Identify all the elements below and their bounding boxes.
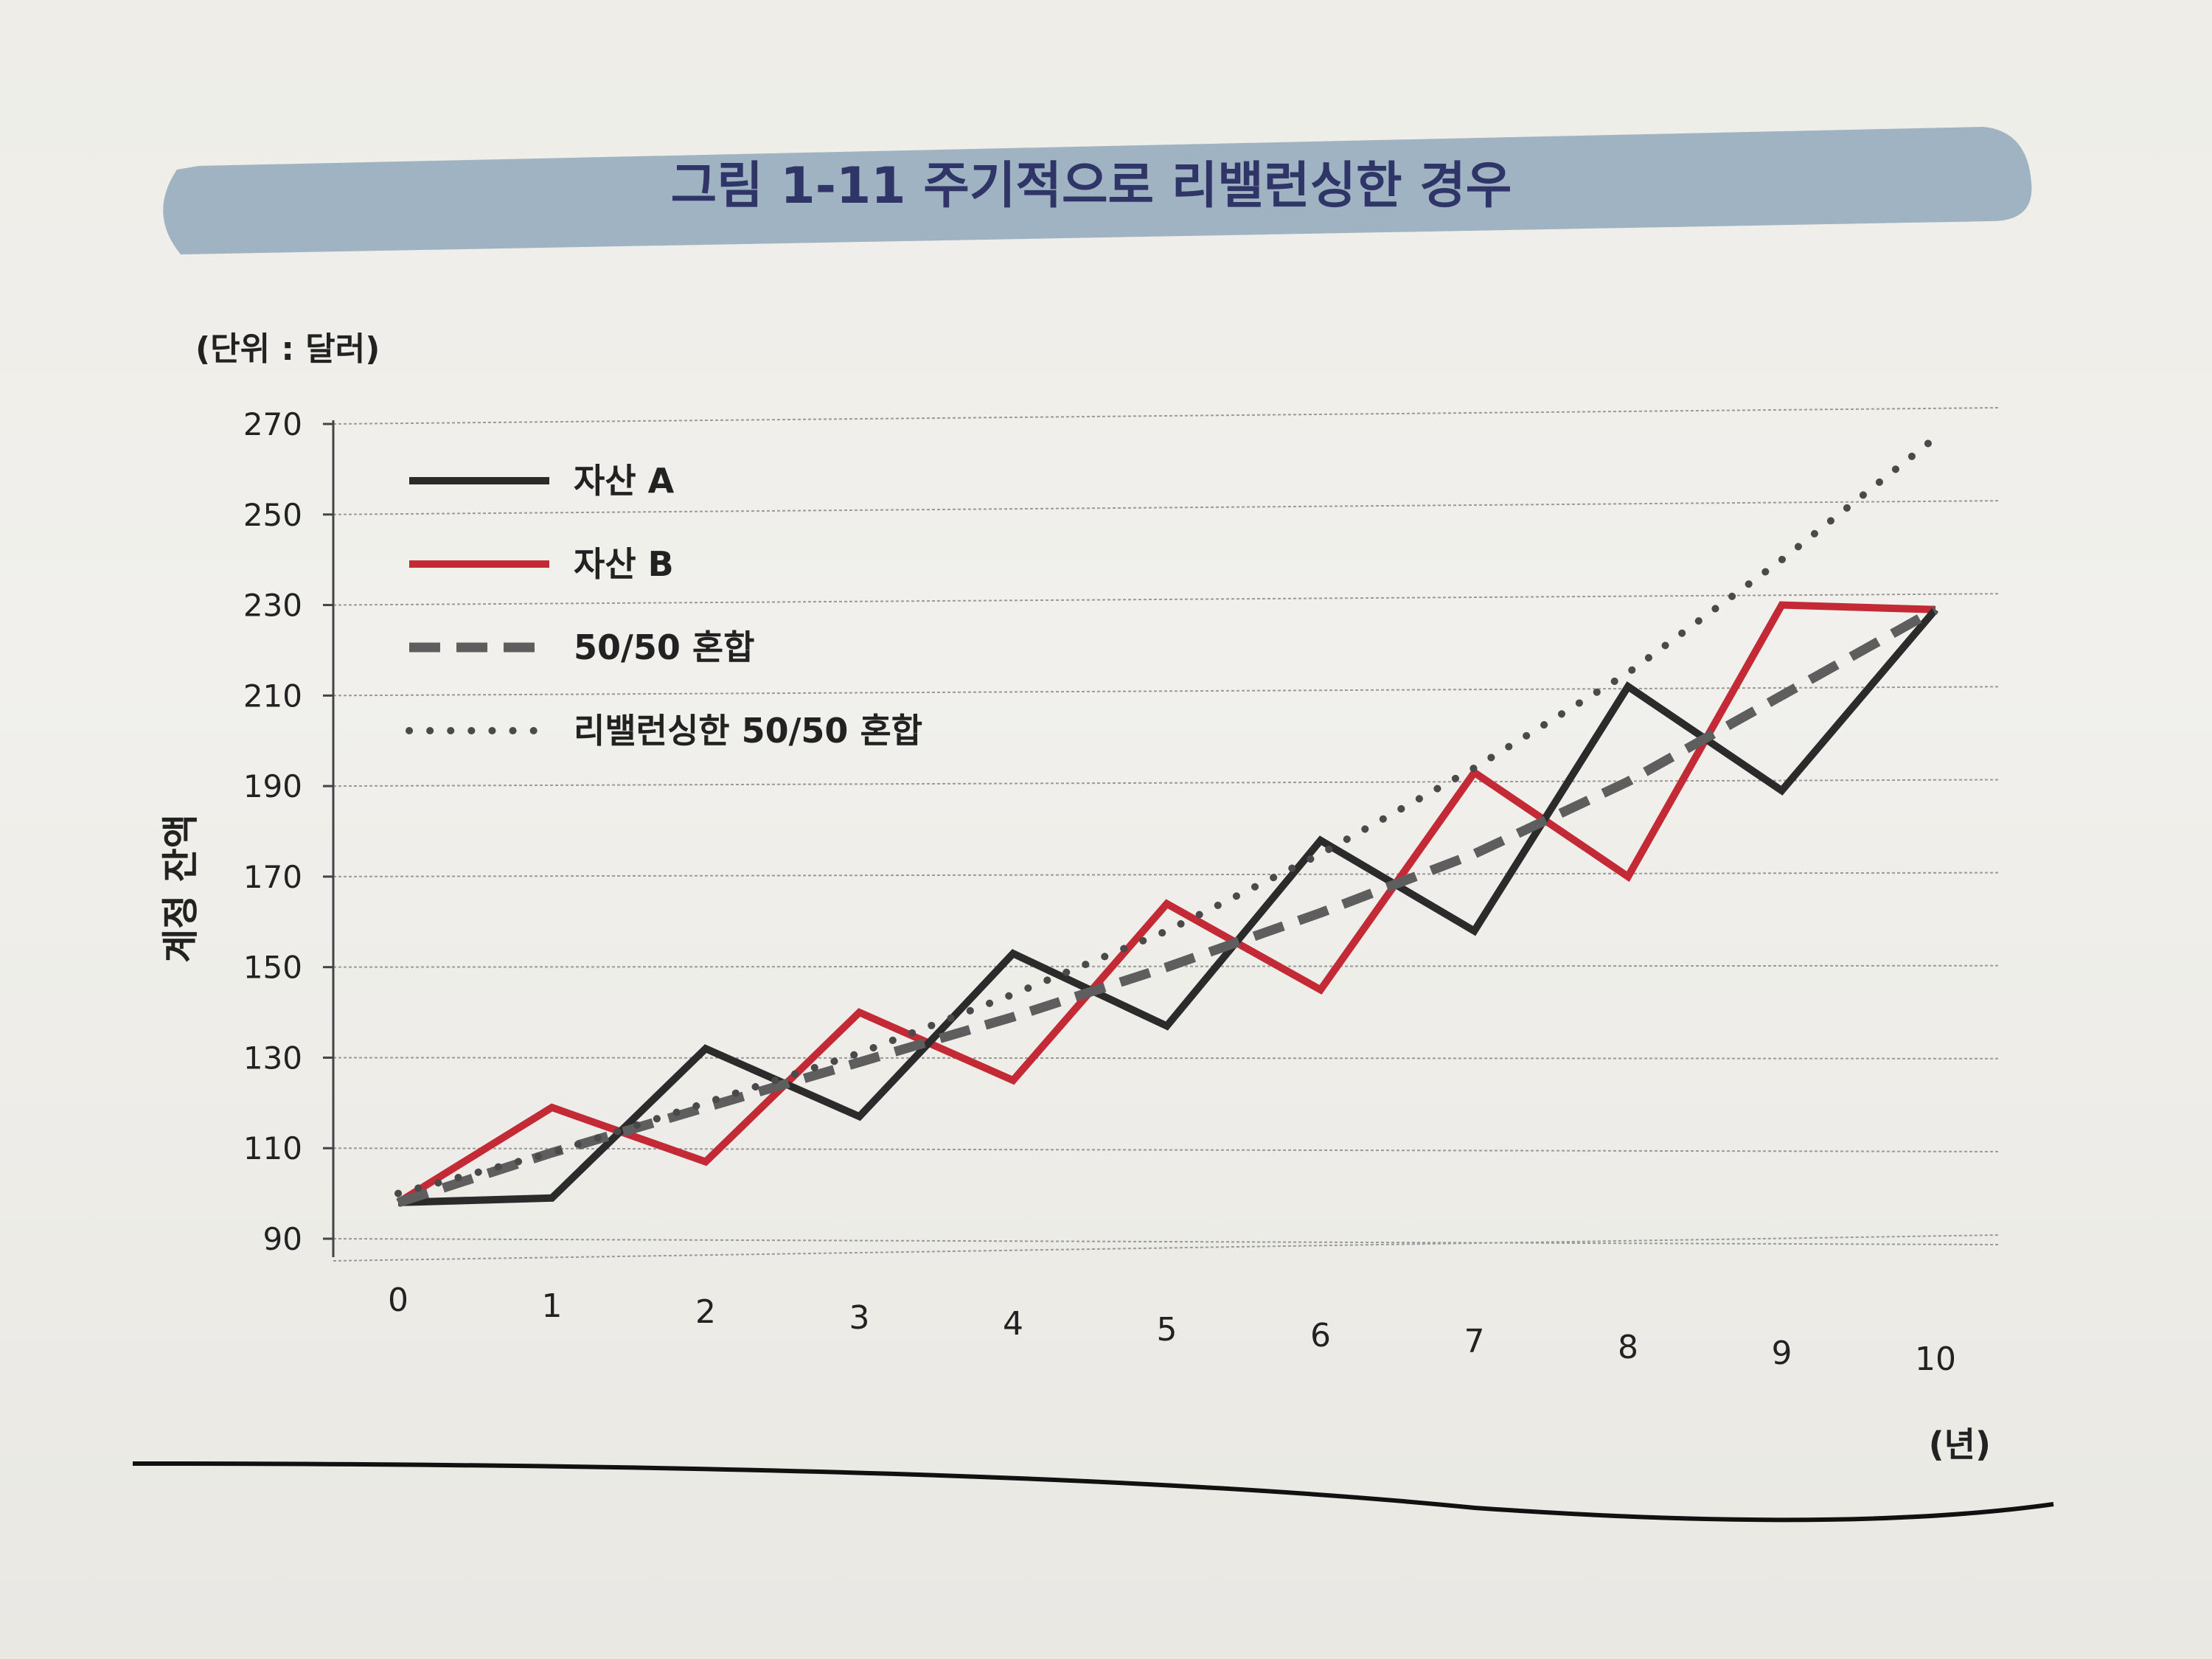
y-tick-label: 270 <box>243 406 302 442</box>
y-tick-label: 110 <box>243 1130 302 1166</box>
series-line-2 <box>396 605 1938 1208</box>
x-tick-label: 9 <box>1772 1335 1792 1372</box>
series-line-3 <box>394 434 1939 1197</box>
legend-label: 50/50 혼합 <box>574 627 754 667</box>
series-lines <box>394 434 1939 1208</box>
series-line-0 <box>397 607 1938 1206</box>
gridline <box>333 1238 1999 1245</box>
y-tick-label: 210 <box>243 678 302 714</box>
legend-label: 리밸런싱한 50/50 혼합 <box>574 711 922 751</box>
x-tick-label: 6 <box>1310 1317 1331 1354</box>
legend-label: 자산 A <box>574 461 675 501</box>
chart-title: 그림 1-11 주기적으로 리밸런싱한 경우 <box>671 157 1512 215</box>
title-banner <box>163 127 2032 254</box>
y-tick-label: 150 <box>243 950 302 986</box>
y-tick-label: 190 <box>243 768 302 804</box>
gridline <box>333 407 1999 425</box>
x-tick-label: 10 <box>1915 1340 1956 1378</box>
x-tick-label: 4 <box>1003 1305 1023 1343</box>
gridline <box>333 500 1999 515</box>
series-line-1 <box>396 601 1936 1206</box>
gridline <box>333 1147 1999 1152</box>
x-tick-labels: 0 1 2 3 4 5 6 7 8 9 10 <box>388 1281 1956 1378</box>
y-tick-label: 90 <box>263 1221 302 1257</box>
bottom-rule <box>132 1461 2054 1523</box>
gridline <box>333 779 1999 787</box>
y-tick-label: 230 <box>243 588 302 624</box>
y-tick-label: 250 <box>243 497 302 533</box>
unit-label: (단위 : 달러) <box>195 330 380 368</box>
gridline <box>333 686 1999 697</box>
gridline <box>333 593 1999 606</box>
x-tick-label: 5 <box>1157 1311 1178 1349</box>
gridline <box>333 1057 1999 1060</box>
y-axis-label: 계정 잔액 <box>159 814 202 962</box>
x-tick-label: 0 <box>388 1281 408 1319</box>
y-tick-label: 130 <box>243 1040 302 1076</box>
y-tick-label: 170 <box>243 859 302 895</box>
x-axis-label: (년) <box>1929 1425 1991 1464</box>
x-tick-label: 1 <box>542 1287 563 1325</box>
x-tick-label: 7 <box>1464 1323 1485 1360</box>
y-tick-labels: 90 110 130 150 170 190 210 230 250 270 <box>243 406 302 1257</box>
gridline <box>333 872 1999 877</box>
gridlines <box>323 407 1999 1262</box>
x-tick-label: 2 <box>695 1293 716 1331</box>
gridline <box>333 1234 1999 1262</box>
x-tick-label: 8 <box>1618 1329 1638 1366</box>
x-tick-label: 3 <box>849 1299 870 1337</box>
legend-label: 자산 B <box>574 544 674 584</box>
